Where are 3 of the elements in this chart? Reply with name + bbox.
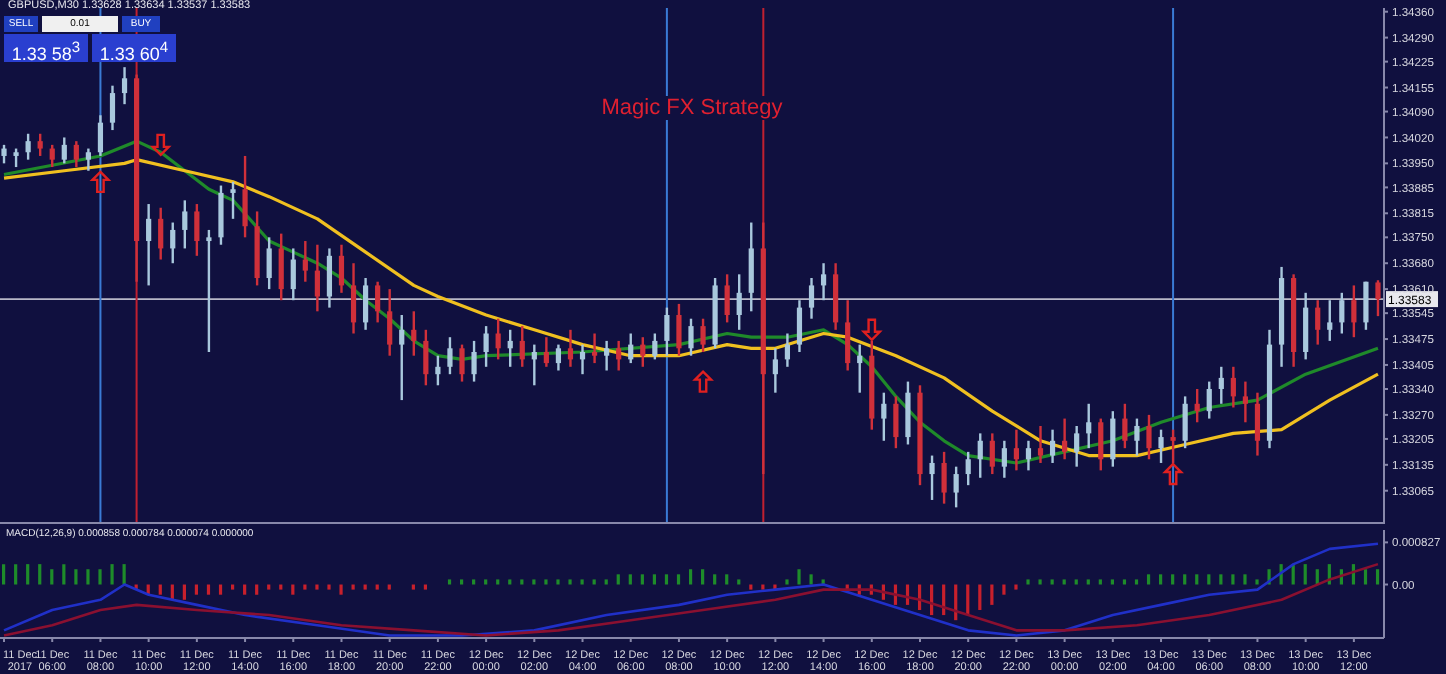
text: Magic FX Strategy xyxy=(595,96,789,120)
annotation: 1.33 60$^{4}$ xyxy=(92,34,176,64)
annotation: 1.33 58$^{3}$ xyxy=(4,34,88,64)
